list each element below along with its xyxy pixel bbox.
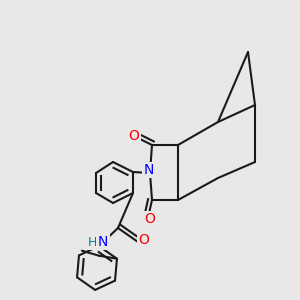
Text: H: H	[87, 236, 97, 248]
Text: O: O	[139, 233, 149, 247]
Text: N: N	[144, 163, 154, 177]
Text: N: N	[98, 235, 108, 249]
Text: O: O	[129, 129, 140, 143]
Text: O: O	[145, 212, 155, 226]
